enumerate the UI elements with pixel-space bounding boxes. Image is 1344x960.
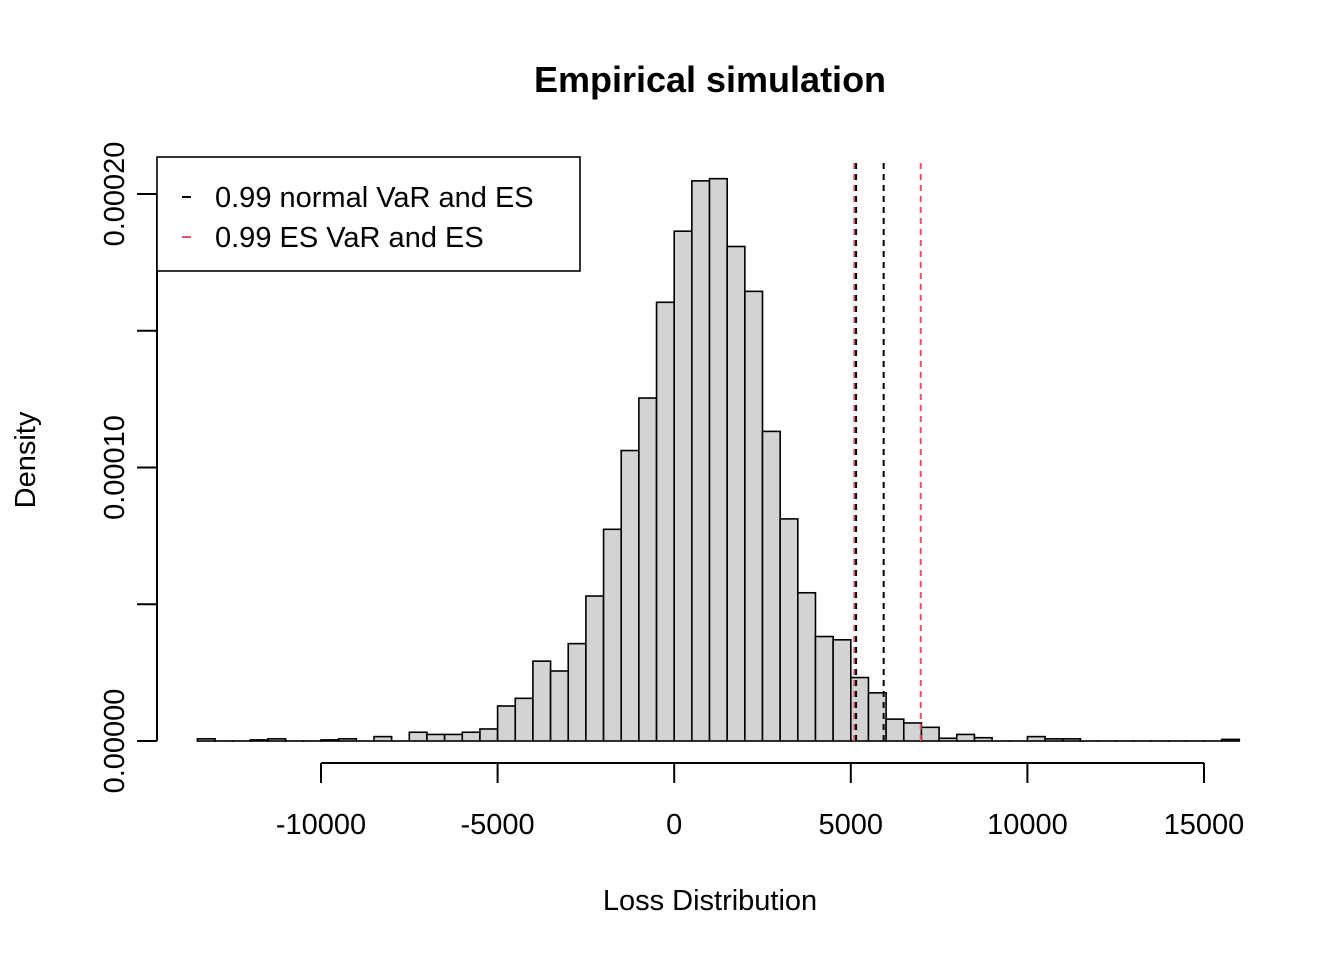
legend-label-normal: 0.99 normal VaR and ES: [215, 182, 534, 214]
histogram-bar: [832, 639, 852, 742]
histogram-bar: [620, 449, 640, 742]
histogram-bar: [955, 733, 976, 742]
histogram-bar: [585, 595, 605, 742]
histogram-bar: [779, 518, 799, 742]
histogram-bar: [1044, 738, 1064, 742]
histogram-bar: [885, 718, 905, 742]
x-tick-label: -10000: [276, 809, 366, 841]
histogram-bar: [249, 739, 269, 742]
histogram-bar: [1061, 738, 1082, 742]
histogram-bar: [196, 738, 216, 742]
histogram-bar: [708, 177, 728, 742]
histogram-bar: [938, 737, 958, 742]
x-tick-label: 15000: [1164, 809, 1245, 841]
histogram-bar: [426, 733, 446, 742]
legend-label-es: 0.99 ES VaR and ES: [215, 222, 484, 254]
histogram-bar: [744, 290, 764, 742]
histogram-bar: [691, 180, 711, 742]
histogram-bar: [673, 230, 693, 742]
histogram-bar: [514, 697, 534, 742]
y-tick-label: 0.00020: [99, 142, 131, 247]
legend-box: [156, 156, 581, 272]
histogram-bar: [461, 731, 481, 742]
y-axis-ticks: 0.00000 0.00010 0.00020: [99, 142, 157, 794]
histogram-bar: [849, 676, 870, 742]
histogram-bar: [655, 301, 675, 742]
histogram-bar: [726, 245, 746, 742]
legend: 0.99 normal VaR and ES 0.99 ES VaR and E…: [156, 156, 581, 272]
histogram-bar: [761, 430, 781, 742]
histogram-bar: [479, 728, 499, 742]
chart-title: Empirical simulation: [534, 59, 886, 100]
y-axis-label: Density: [10, 411, 42, 508]
histogram-bar: [267, 738, 287, 742]
histogram-bars: [196, 177, 1241, 742]
x-tick-label: 0: [666, 809, 682, 841]
histogram-bar: [373, 735, 393, 742]
x-axis-label: Loss Distribution: [603, 885, 817, 917]
x-axis-ticks: -10000 -5000 0 5000 10000 15000: [276, 763, 1244, 841]
histogram-bar: [443, 733, 464, 742]
x-tick-label: 10000: [987, 809, 1068, 841]
histogram-bar: [337, 738, 358, 742]
x-tick-label: -5000: [461, 809, 535, 841]
histogram-bar: [814, 635, 834, 742]
histogram-bar: [320, 739, 340, 742]
histogram-bar: [797, 591, 817, 742]
histogram-bar: [549, 670, 570, 742]
histogram-bar: [532, 660, 552, 742]
histogram-bar: [1026, 735, 1046, 742]
histogram-bar: [1220, 738, 1241, 742]
histogram-bar: [973, 736, 993, 742]
histogram-bar: [638, 397, 658, 742]
histogram-bar: [567, 642, 587, 742]
histogram-bar: [602, 528, 623, 742]
y-tick-label: 0.00000: [99, 689, 131, 794]
histogram-bar: [496, 705, 517, 742]
histogram-bar: [920, 726, 940, 742]
risk-lines: [853, 163, 922, 741]
x-tick-label: 5000: [819, 809, 884, 841]
histogram-bar: [867, 692, 887, 742]
y-tick-label: 0.00010: [99, 415, 131, 520]
histogram-bar: [902, 722, 923, 742]
histogram-bar: [408, 731, 428, 742]
